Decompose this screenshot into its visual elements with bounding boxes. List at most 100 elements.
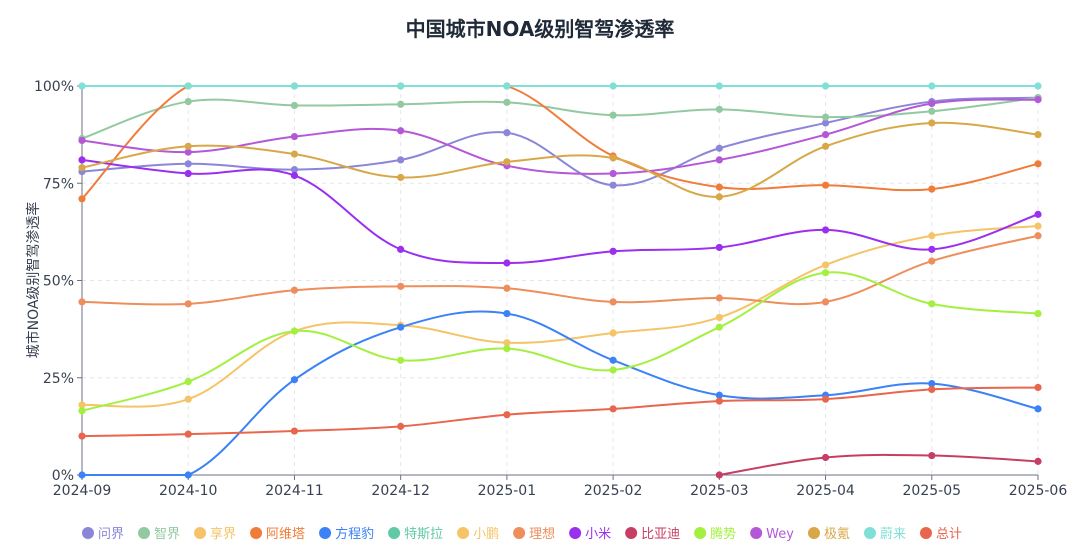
legend-item[interactable]: 享界 bbox=[194, 526, 236, 542]
series-8-point bbox=[397, 245, 405, 253]
series-14-point bbox=[78, 432, 86, 440]
series-4-point bbox=[290, 376, 299, 384]
legend-marker bbox=[750, 527, 763, 539]
series-10-point bbox=[78, 407, 86, 415]
series-10-point bbox=[184, 378, 192, 386]
series-9-point bbox=[928, 451, 936, 460]
series-3-point bbox=[928, 185, 936, 193]
y-tick-label: 100% bbox=[34, 79, 74, 95]
series-2-point bbox=[1034, 222, 1042, 230]
series-10-point bbox=[928, 300, 936, 308]
legend-item[interactable]: 理想 bbox=[513, 526, 555, 542]
chart-title: 中国城市NOA级别智驾渗透率 bbox=[406, 17, 675, 41]
series-8-point bbox=[184, 169, 192, 178]
y-tick-label: 75% bbox=[43, 176, 74, 192]
series-0-point bbox=[821, 119, 830, 127]
series-13-point bbox=[397, 82, 405, 90]
series-9-point bbox=[821, 453, 830, 462]
series-11-point bbox=[715, 156, 723, 164]
legend-label: 理想 bbox=[529, 526, 555, 542]
series-2-point bbox=[928, 232, 936, 240]
y-tick-label: 0% bbox=[52, 468, 74, 484]
legend-item[interactable]: 智界 bbox=[138, 527, 180, 542]
series-13-point bbox=[821, 82, 830, 90]
series-1-point bbox=[397, 100, 405, 108]
series-12-point bbox=[821, 142, 830, 150]
series-3-point bbox=[821, 181, 830, 189]
legend-item[interactable]: 特斯拉 bbox=[388, 527, 443, 542]
series-1-point bbox=[290, 101, 299, 110]
legend-label: 智界 bbox=[154, 527, 180, 542]
legend-marker bbox=[625, 527, 638, 539]
legend-label: 蔚来 bbox=[880, 527, 906, 542]
legend-marker bbox=[920, 527, 932, 539]
series-2-line bbox=[81, 225, 1039, 408]
series-9-line bbox=[719, 453, 1039, 476]
series-7-point bbox=[821, 298, 830, 306]
series-13-point bbox=[609, 82, 617, 90]
series-0-point bbox=[609, 181, 617, 189]
x-tick-label: 2024-10 bbox=[159, 483, 218, 499]
legend-marker bbox=[807, 527, 820, 539]
series-7-point bbox=[503, 284, 511, 292]
legend-item[interactable]: 方程豹 bbox=[319, 526, 374, 542]
legend-item[interactable]: 比亚迪 bbox=[625, 527, 680, 542]
y-tick-label: 25% bbox=[43, 371, 74, 387]
legend-item[interactable]: 极氪 bbox=[807, 526, 850, 542]
legend-label: 总计 bbox=[936, 527, 962, 542]
series-8-point bbox=[290, 171, 299, 180]
legend-item[interactable]: 总计 bbox=[920, 527, 962, 542]
series-4-point bbox=[78, 471, 86, 479]
legend-item[interactable]: 阿维塔 bbox=[250, 527, 305, 542]
series-4-line bbox=[81, 310, 1039, 476]
series-10-point bbox=[397, 356, 405, 364]
y-tick-label: 50% bbox=[43, 274, 74, 290]
series-0-point bbox=[397, 156, 405, 164]
series-11-line bbox=[81, 98, 1039, 175]
series-11-point bbox=[821, 131, 830, 139]
series-4-point bbox=[715, 391, 723, 399]
series-2-point bbox=[78, 401, 86, 409]
legend-item[interactable]: 问界 bbox=[82, 527, 124, 542]
series-2-point bbox=[503, 339, 511, 347]
legend-marker bbox=[319, 527, 332, 539]
series-11-point bbox=[184, 148, 192, 156]
x-tick-label: 2025-04 bbox=[796, 483, 855, 499]
series-lines bbox=[81, 84, 1039, 476]
x-tick-label: 2025-02 bbox=[584, 483, 643, 499]
series-7-point bbox=[928, 257, 936, 265]
legend-item[interactable]: 腾势 bbox=[694, 526, 736, 542]
legend-marker bbox=[457, 527, 470, 539]
series-3-point bbox=[715, 183, 723, 191]
series-12-point bbox=[609, 154, 617, 162]
legend-marker bbox=[694, 527, 707, 539]
series-13-point bbox=[1034, 82, 1042, 90]
series-3-point bbox=[1034, 160, 1042, 168]
series-14-point bbox=[609, 405, 617, 413]
legend-label: 比亚迪 bbox=[641, 527, 680, 542]
grid-lines bbox=[81, 85, 1039, 475]
legend-item[interactable]: 小鹏 bbox=[457, 527, 499, 542]
series-14-point bbox=[928, 385, 936, 394]
series-7-point bbox=[397, 282, 405, 290]
series-14-point bbox=[290, 427, 299, 435]
legend-item[interactable]: 蔚来 bbox=[863, 527, 906, 542]
series-13-point bbox=[928, 82, 936, 90]
series-0-point bbox=[715, 144, 723, 152]
series-3-point bbox=[78, 195, 86, 203]
legend-item[interactable]: 小米 bbox=[569, 527, 611, 542]
legend-marker bbox=[138, 527, 151, 539]
legend-item[interactable]: Wey bbox=[750, 527, 794, 542]
series-14-point bbox=[1034, 383, 1042, 392]
series-8-point bbox=[821, 226, 830, 234]
series-2-point bbox=[715, 313, 723, 322]
series-7-point bbox=[78, 298, 86, 306]
legend-label: 方程豹 bbox=[335, 526, 374, 542]
series-7-point bbox=[184, 300, 192, 308]
series-8-point bbox=[609, 247, 617, 255]
legend-marker bbox=[513, 527, 526, 539]
series-10-point bbox=[1034, 309, 1042, 318]
series-7-point bbox=[715, 294, 723, 302]
series-2-point bbox=[184, 395, 192, 403]
